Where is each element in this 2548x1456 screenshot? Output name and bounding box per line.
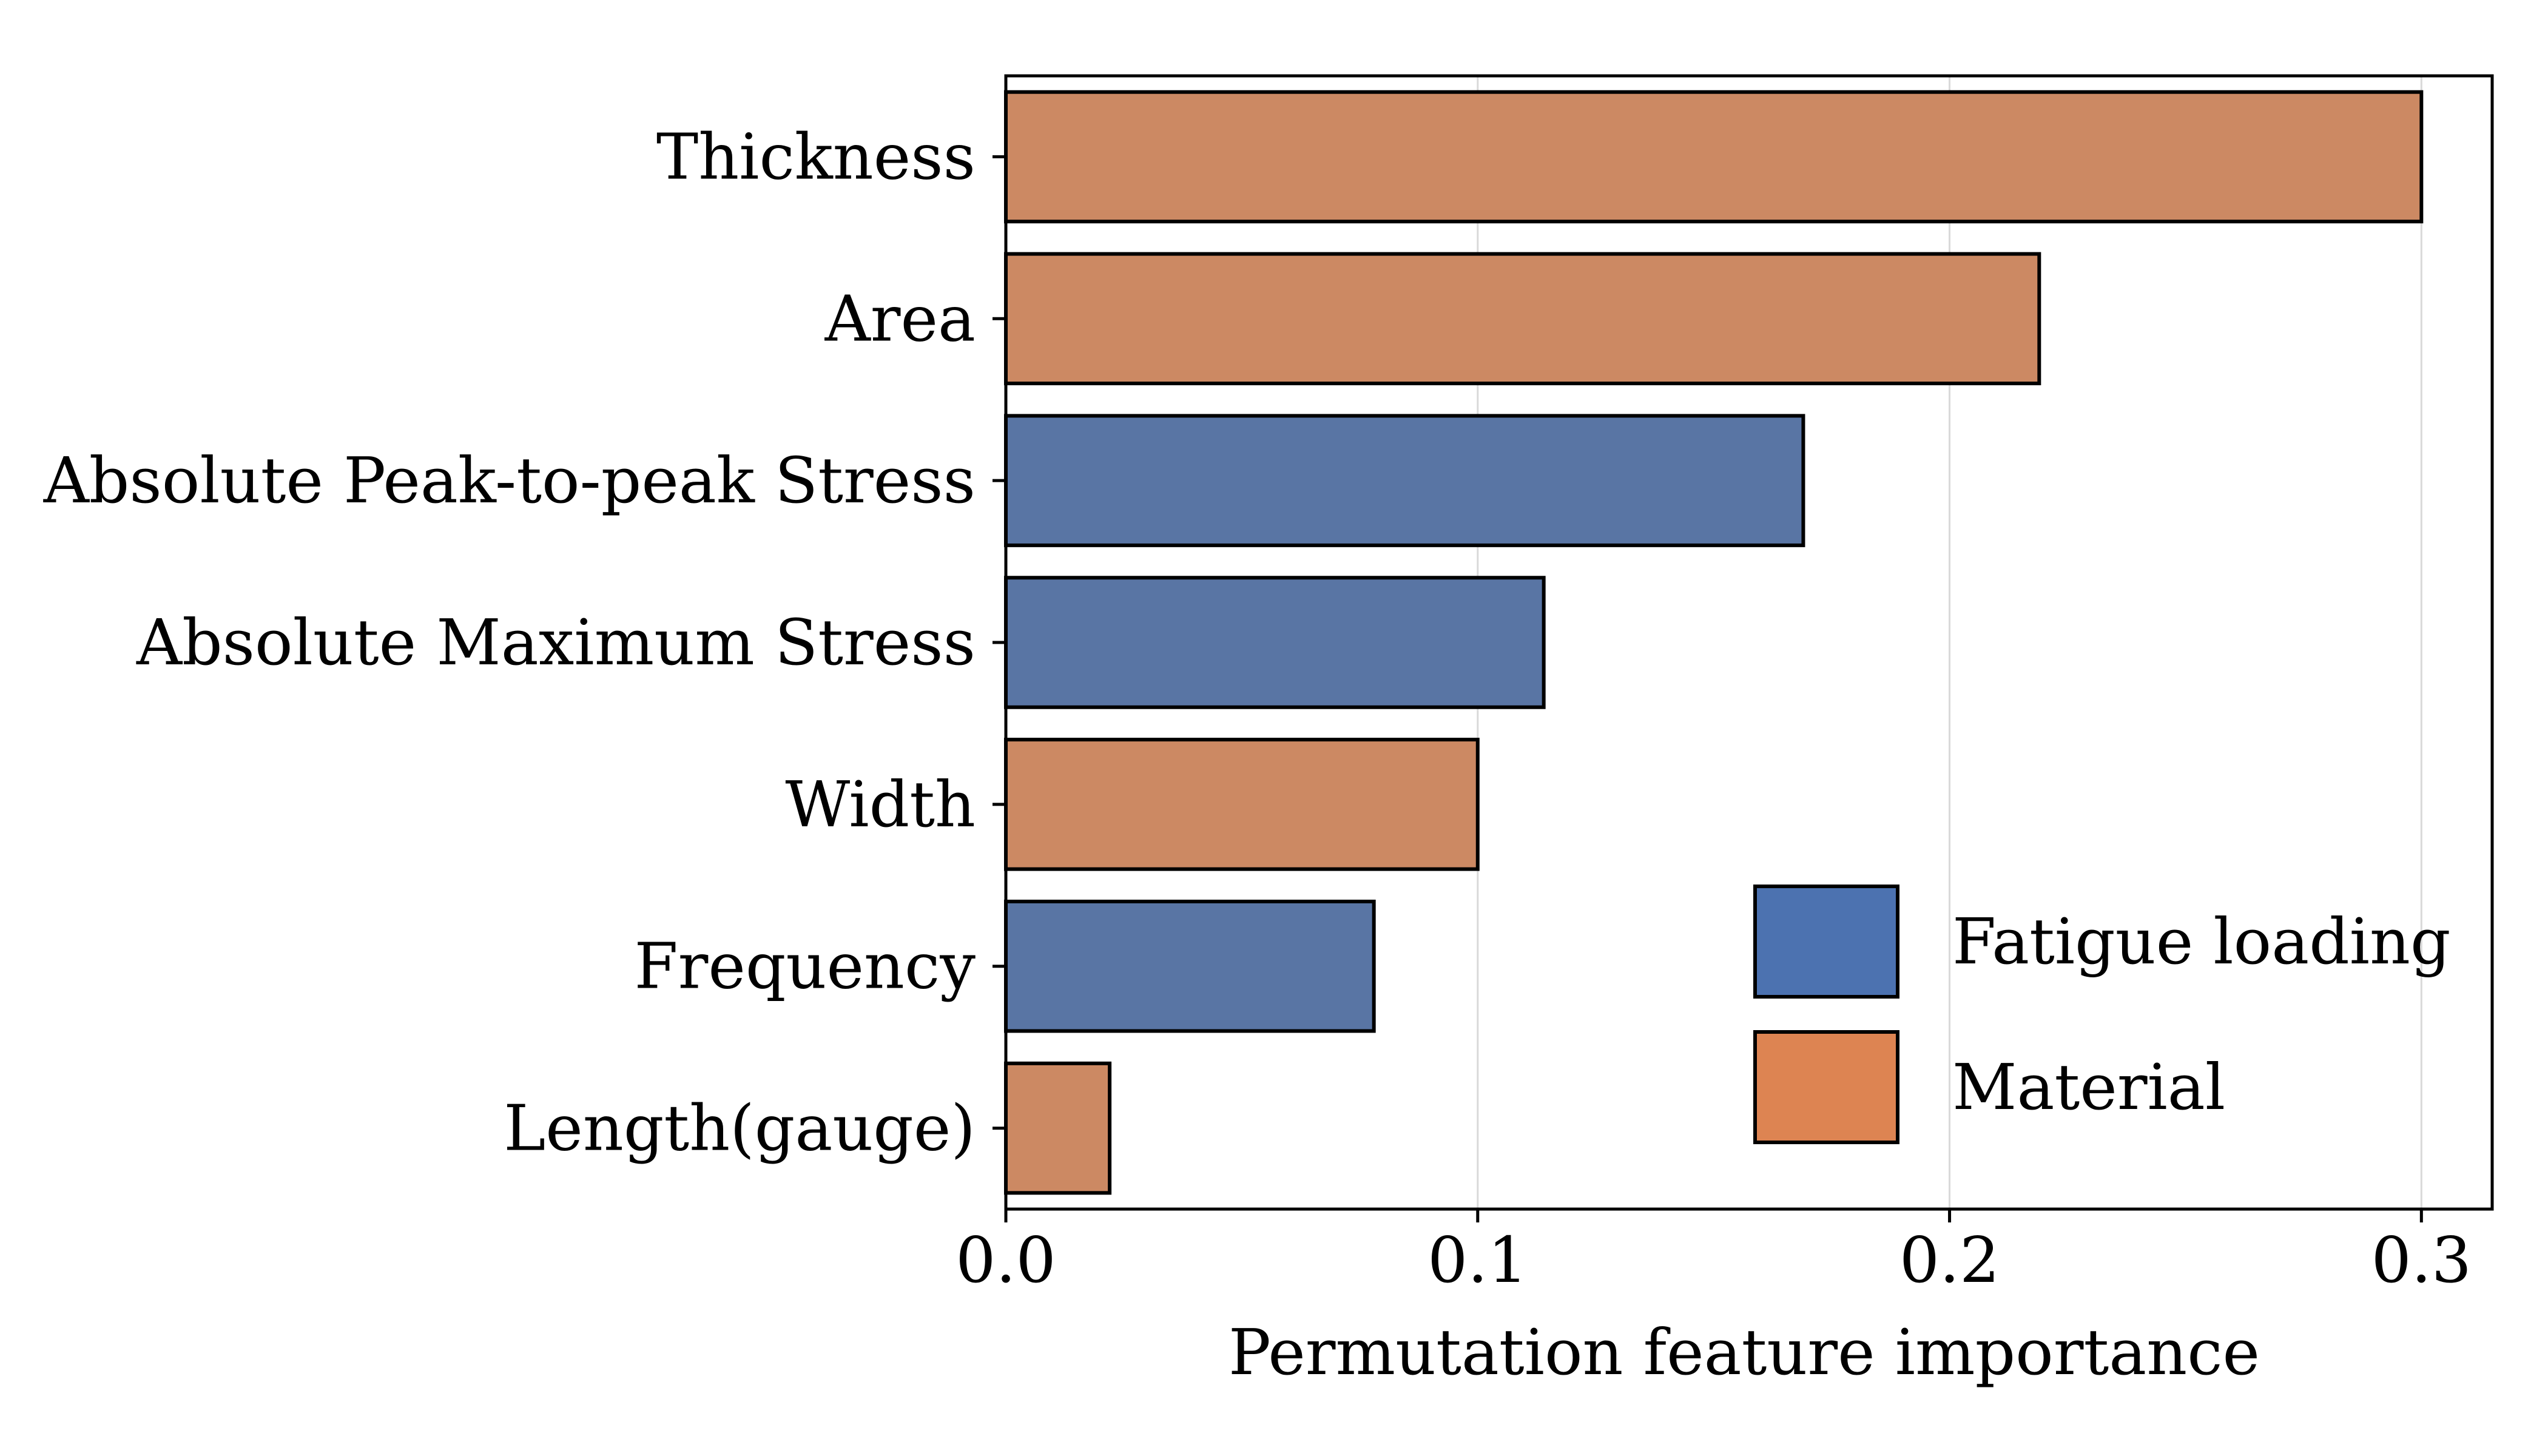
y-tick-label-1: Area xyxy=(824,281,976,356)
legend-swatch-0 xyxy=(1753,885,1899,999)
y-tick-label-0: Thickness xyxy=(656,120,976,194)
bar-3 xyxy=(1004,576,1546,709)
legend-swatch-1 xyxy=(1753,1030,1899,1144)
y-tick-label-5: Frequency xyxy=(634,929,976,1003)
y-tick-label-4: Width xyxy=(785,767,976,841)
legend: Fatigue loading Material xyxy=(1753,885,2451,1144)
y-tick-label-6: Length(gauge) xyxy=(504,1091,976,1165)
legend-label-0: Fatigue loading xyxy=(1952,905,2451,979)
bar-5 xyxy=(1004,899,1376,1033)
bar-2 xyxy=(1004,414,1805,547)
x-tick-labels: 0.0 0.1 0.2 0.3 xyxy=(956,1223,2472,1297)
bar-1 xyxy=(1004,252,2041,386)
x-tick-label-1: 0.1 xyxy=(1427,1223,1528,1297)
bar-6 xyxy=(1004,1061,1112,1195)
axes xyxy=(993,74,2494,1222)
x-axis-label: Permutation feature importance xyxy=(1228,1315,2260,1389)
bar-4 xyxy=(1004,738,1480,871)
bars xyxy=(1004,90,2424,1195)
y-tick-labels: Thickness Area Absolute Peak-to-peak Stres… xyxy=(43,120,976,1165)
y-tick-label-2: Absolute Peak-to-peak Stress xyxy=(43,443,976,517)
x-tick-label-3: 0.3 xyxy=(2371,1223,2472,1297)
y-tick-label-3: Absolute Maximum Stress xyxy=(136,605,976,679)
legend-label-1: Material xyxy=(1952,1050,2225,1124)
x-tick-label-0: 0.0 xyxy=(956,1223,1056,1297)
x-tick-label-2: 0.2 xyxy=(1899,1223,2000,1297)
bar-0 xyxy=(1004,90,2424,224)
